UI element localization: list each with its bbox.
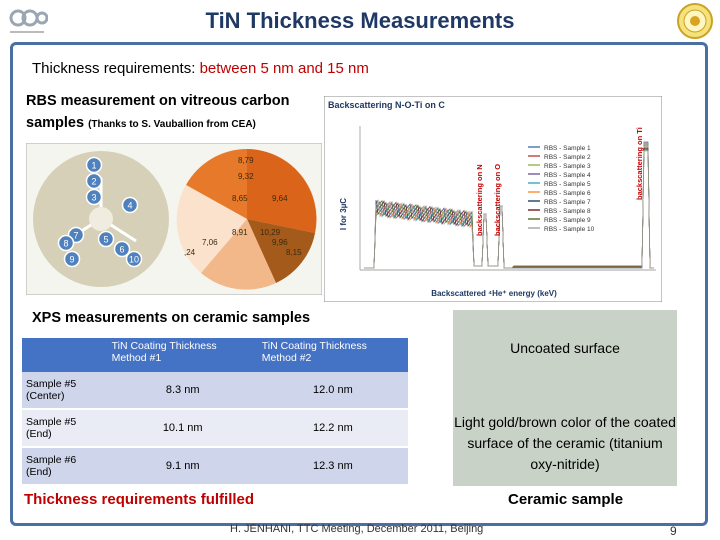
method1-cell: 8.3 nm: [107, 372, 258, 410]
sample-position-marker: [125, 250, 143, 268]
xps-header-method1: TiN Coating Thickness Method #1: [107, 338, 258, 372]
thickness-label: 8,65: [232, 194, 248, 203]
thickness-label: 9,64: [272, 194, 288, 203]
rbs-heading-text: RBS measurement on vitreous carbon sampl…: [26, 93, 290, 131]
footer: H. JENHANI, TTC Meeting, December 2011, …: [230, 523, 484, 535]
slide-frame: [10, 42, 708, 526]
sample-position-label: 2: [91, 177, 96, 187]
rbs-heading: RBS measurement on vitreous carbon sampl…: [26, 90, 326, 136]
method1-cell: 9.1 nm: [107, 447, 258, 486]
legend-entry: RBS - Sample 4: [544, 172, 591, 179]
sample-cell: Sample #5 (Center): [22, 372, 108, 410]
sample-position-label: 1: [91, 161, 96, 171]
sample-position-marker: [57, 234, 75, 252]
sample-position-marker: [97, 230, 115, 248]
sample-position-label: 9: [69, 255, 74, 265]
thickness-label: 10,29: [260, 228, 281, 237]
xps-header-empty: [22, 338, 108, 372]
legend-entry: RBS - Sample 8: [544, 208, 591, 215]
thickness-requirement: Thickness requirements: between 5 nm and…: [32, 60, 369, 77]
table-row: Sample #5 (Center) 8.3 nm 12.0 nm: [22, 372, 408, 410]
page-number: 9: [670, 524, 677, 538]
sample-position-label: 5: [103, 235, 108, 245]
table-row: Sample #6 (End) 9.1 nm 12.3 nm: [22, 447, 408, 486]
sample-cell: Sample #6 (End): [22, 447, 108, 486]
requirement-range: between 5 nm and 15 nm: [199, 60, 369, 77]
sample-position-marker: [85, 156, 103, 174]
thickness-label: 8,15: [286, 248, 302, 257]
thickness-label: 9,96: [272, 238, 288, 247]
page-title: TiN Thickness Measurements: [205, 8, 515, 33]
sample-diagram: 1 2 3 4 5 6 789 10 8,79 9,32 8,65 9,64 8,91 10,29 7,0…: [26, 143, 322, 295]
cea-logo: [9, 9, 48, 33]
sample-position-label: 3: [91, 193, 96, 203]
legend-entry: RBS - Sample 5: [544, 181, 591, 188]
requirements-fulfilled: Thickness requirements fulfilled: [24, 491, 255, 508]
thickness-label: 7,06: [202, 238, 218, 247]
sample-position-marker: [121, 196, 139, 214]
sample-position-label: 8: [63, 239, 68, 249]
uncoated-surface-label: Uncoated surface: [510, 340, 620, 356]
sample-position-label: 10: [129, 255, 139, 265]
sample-position-marker: [85, 172, 103, 190]
legend-entry: RBS - Sample 7: [544, 199, 591, 206]
legend-entry: RBS - Sample 9: [544, 217, 591, 224]
legend-entry: RBS - Sample 1: [544, 145, 591, 152]
sample-position-marker: [85, 188, 103, 206]
legend-entry: RBS - Sample 6: [544, 190, 591, 197]
rbs-chart-title: Backscattering N-O-Ti on C: [328, 100, 445, 110]
thickness-label: 8,91: [232, 228, 248, 237]
sample-cell: Sample #5 (End): [22, 409, 108, 448]
legend-entry: RBS - Sample 10: [544, 226, 595, 233]
xps-header-method2: TiN Coating Thickness Method #2: [257, 338, 408, 372]
rbs-ylabel: I for 3µC: [339, 198, 348, 230]
sample-position-marker: [63, 250, 81, 268]
annot-n: backscattering on N: [475, 164, 484, 236]
thickness-label: 8,79: [238, 156, 254, 165]
ceramic-caption: Ceramic sample: [508, 491, 624, 508]
thickness-label: ,24: [184, 248, 196, 257]
sample-position-marker: [113, 240, 131, 258]
method2-cell: 12.3 nm: [257, 447, 408, 486]
xps-heading: XPS measurements on ceramic samples: [32, 310, 311, 326]
sample-position-label: 4: [127, 201, 132, 211]
annot-ti: backscattering on Ti: [635, 127, 644, 200]
conference-seal-icon: [677, 3, 713, 39]
method2-cell: 12.2 nm: [257, 409, 408, 448]
method2-cell: 12.0 nm: [257, 372, 408, 410]
sample-position-label: 7: [73, 231, 78, 241]
thickness-label: 9,32: [238, 172, 254, 181]
coated-surface-label: Light gold/brown color of the coated sur…: [454, 414, 676, 472]
annot-o: backscattering on O: [493, 164, 502, 236]
rbs-series-line: [364, 150, 654, 269]
sample-position-label: 6: [119, 245, 124, 255]
method1-cell: 10.1 nm: [107, 409, 258, 448]
legend-entry: RBS - Sample 3: [544, 163, 591, 170]
ceramic-sample-photo: Uncoated surface Light gold/brown color …: [453, 310, 677, 486]
legend-entry: RBS - Sample 2: [544, 154, 591, 161]
rbs-chart: Backscattering N-O-Ti on C I for 3µC Bac…: [324, 96, 662, 302]
rbs-xlabel: Backscattered ⁴He⁺ energy (keV): [431, 289, 557, 298]
table-row: Sample #5 (End) 10.1 nm 12.2 nm: [22, 409, 408, 448]
rbs-credit: (Thanks to S. Vauballion from CEA): [88, 119, 256, 130]
requirement-label: Thickness requirements:: [32, 60, 200, 77]
xps-table: TiN Coating Thickness Method #1 TiN Coat…: [22, 338, 408, 486]
